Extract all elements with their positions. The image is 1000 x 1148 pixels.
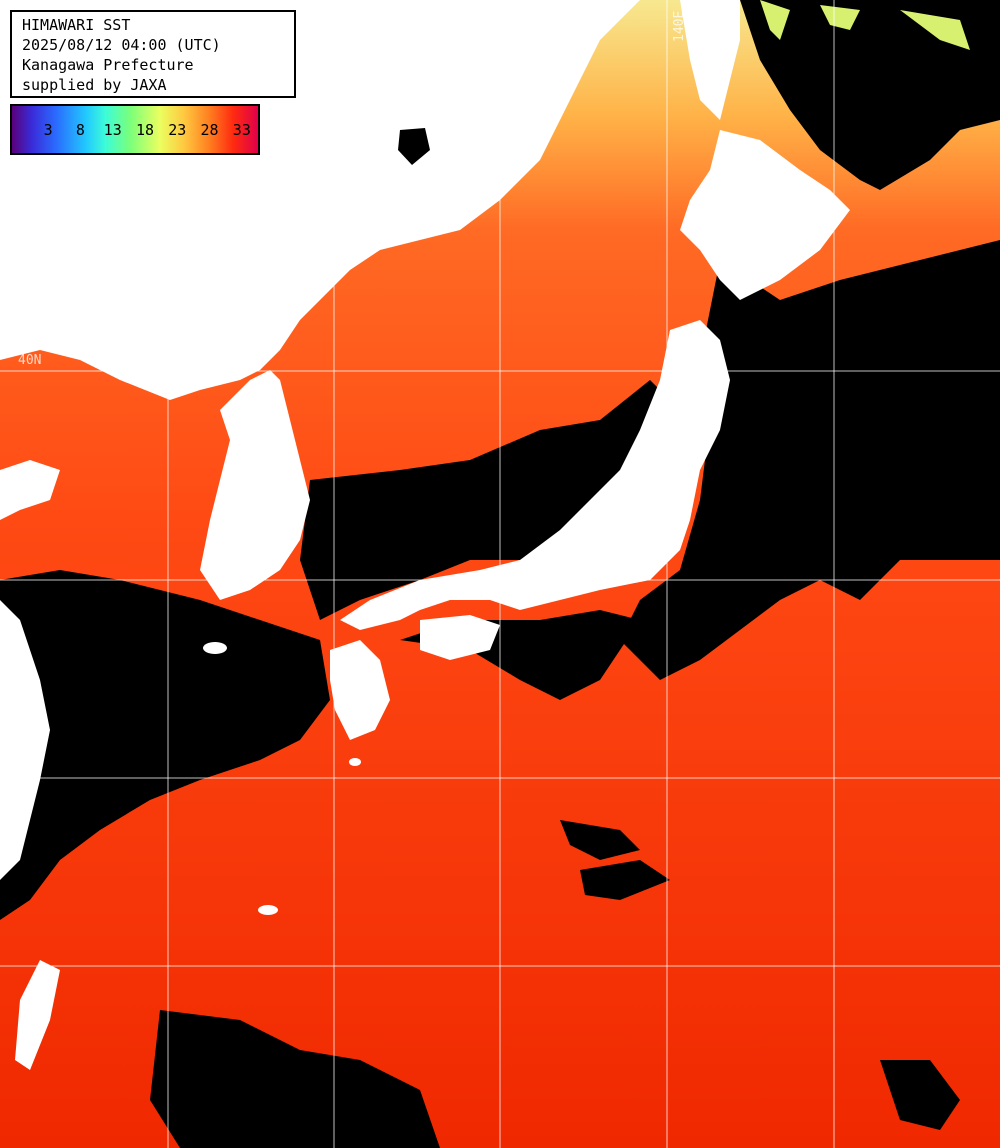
cloud-region-northeast bbox=[740, 0, 1000, 190]
legend-tick: 33 bbox=[232, 121, 251, 139]
legend-tick: 3 bbox=[43, 121, 53, 139]
title-line-product: HIMAWARI SST bbox=[22, 16, 131, 34]
legend-tick: 13 bbox=[103, 121, 122, 139]
lon-label-top: 140E bbox=[672, 10, 687, 42]
land-korea bbox=[200, 370, 310, 600]
cloud-region-east-china-sea bbox=[0, 570, 330, 920]
cloud-patches-pacific bbox=[560, 820, 670, 900]
title-line-datetime: 2025/08/12 04:00 (UTC) bbox=[22, 36, 221, 54]
cloud-band-japan-sea bbox=[300, 380, 670, 620]
cloud-patch-southeast bbox=[880, 1060, 960, 1130]
cloud-region-south bbox=[150, 1010, 440, 1148]
land-shandong bbox=[0, 460, 60, 520]
legend-tick: 18 bbox=[135, 121, 155, 139]
land-honshu bbox=[340, 320, 730, 630]
title-box: HIMAWARI SST 2025/08/12 04:00 (UTC) Kana… bbox=[10, 10, 296, 98]
land-sakhalin bbox=[680, 0, 740, 120]
island-black bbox=[398, 128, 430, 165]
legend-tick: 23 bbox=[168, 121, 187, 139]
title-line-region: Kanagawa Prefecture bbox=[22, 56, 194, 74]
island-okinawa bbox=[258, 905, 278, 915]
land-china-coast bbox=[0, 600, 50, 880]
legend-tick: 28 bbox=[200, 121, 219, 139]
land-northeast-asia bbox=[0, 0, 640, 400]
island-jeju bbox=[203, 642, 227, 654]
title-line-supplier: supplied by JAXA bbox=[22, 76, 167, 94]
legend-tick: 8 bbox=[75, 121, 85, 139]
cold-sea-patches bbox=[760, 0, 970, 50]
legend-ticks: 3 8 13 18 23 28 33 bbox=[32, 121, 258, 139]
lat-label-lower: 30N bbox=[18, 760, 42, 775]
lat-label-upper: 40N bbox=[18, 353, 42, 368]
land-shikoku bbox=[420, 615, 500, 660]
color-legend: 3 8 13 18 23 28 33 bbox=[10, 104, 260, 155]
land-kyushu bbox=[330, 640, 390, 740]
island-small bbox=[349, 758, 361, 766]
land-taiwan bbox=[15, 960, 60, 1070]
land-hokkaido bbox=[680, 130, 850, 300]
